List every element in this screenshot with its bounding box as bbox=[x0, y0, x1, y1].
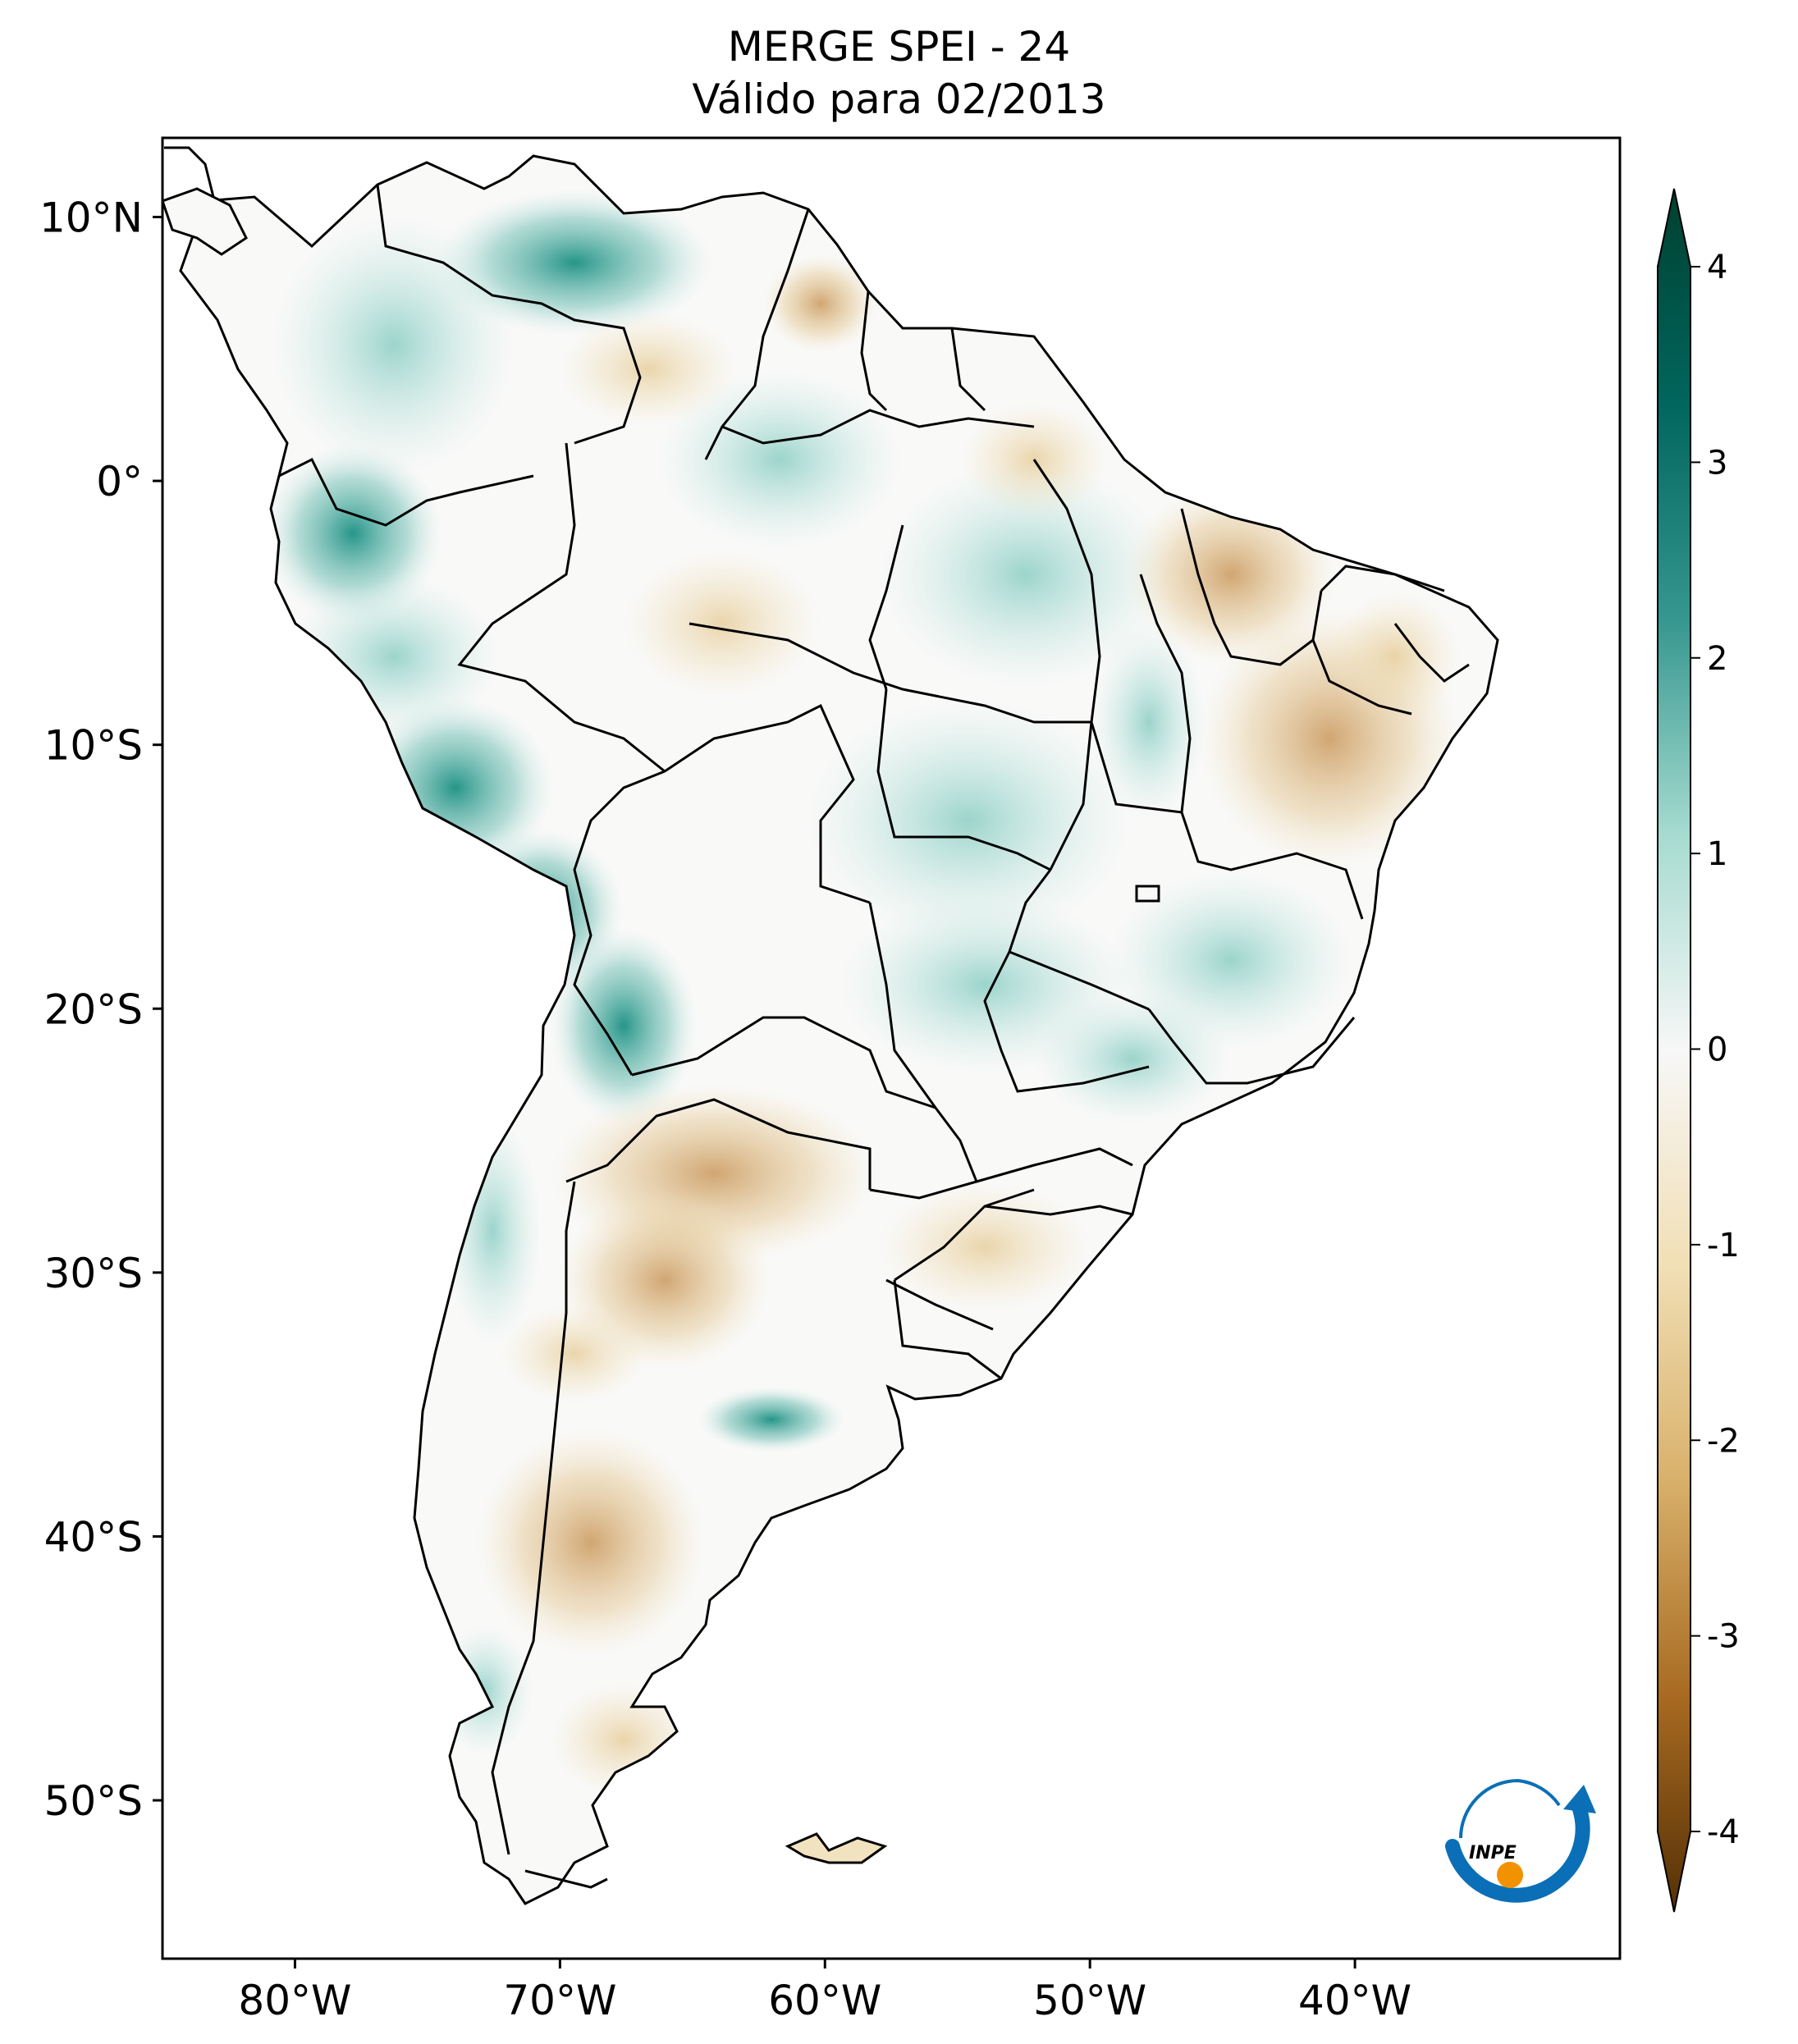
border-santa-catarina bbox=[984, 1205, 1133, 1216]
colorbar-tick-label: 3 bbox=[1707, 444, 1727, 482]
border-piaui-bahia bbox=[1311, 639, 1412, 716]
country-borders bbox=[278, 184, 1035, 1889]
border-minas-south bbox=[1147, 1008, 1356, 1085]
wet-anomaly-tocantins bbox=[1091, 624, 1206, 821]
border-goias bbox=[1008, 869, 1150, 1011]
state-borders bbox=[689, 459, 1470, 1216]
border-bahia-minas bbox=[1180, 812, 1364, 920]
wet-anomaly-para bbox=[878, 460, 1174, 689]
border-federal-district bbox=[1135, 885, 1160, 903]
lat-tick-label: 50°S bbox=[44, 1777, 143, 1825]
colorbar: 4 3 2 1 0 -1 -2 -3 -4 bbox=[1657, 188, 1740, 1913]
colorbar-tick-label: 0 bbox=[1707, 1031, 1727, 1069]
dry-anomaly-patagonia-north bbox=[476, 1428, 706, 1658]
border-amazonas-para bbox=[868, 524, 904, 690]
border-argentina-paraguay bbox=[565, 1098, 872, 1190]
map-title-line-2: Válido para 02/2013 bbox=[692, 75, 1106, 123]
border-northeast-states bbox=[1320, 565, 1445, 592]
colorbar-tick-label: 1 bbox=[1707, 835, 1727, 873]
lat-tick-label: 10°S bbox=[44, 722, 143, 770]
border-paraguay-brazil bbox=[868, 902, 979, 1200]
lat-tick-label: 0° bbox=[96, 458, 143, 505]
lon-tick-label: 40°W bbox=[1298, 1977, 1411, 2024]
border-bolivia-brazil bbox=[664, 703, 871, 904]
border-amazonas-south bbox=[689, 622, 1091, 724]
border-pe-al bbox=[1393, 623, 1470, 683]
dry-anomaly-roraima bbox=[558, 312, 739, 427]
wet-anomaly-pampas bbox=[698, 1387, 845, 1452]
border-argentina-brazil bbox=[894, 1188, 1035, 1282]
logo-thin-arc bbox=[1459, 1778, 1561, 1839]
lon-tick-label: 50°W bbox=[1033, 1977, 1146, 2024]
wet-anomaly-amazonas bbox=[657, 369, 903, 550]
border-ecuador-peru bbox=[278, 457, 534, 527]
colorbar-tick-label: -2 bbox=[1707, 1422, 1740, 1460]
latitude-axis: 10°N 0° 10°S 20°S 30°S 40°S 50°S bbox=[39, 194, 162, 1825]
border-ms-sp bbox=[983, 951, 1150, 1093]
inpe-logo: INPE bbox=[1445, 1778, 1596, 1903]
wet-anomaly-mato-grosso bbox=[804, 697, 1132, 944]
colorbar-tick-label: -3 bbox=[1707, 1618, 1740, 1656]
logo-text: INPE bbox=[1469, 1843, 1517, 1863]
colorbar-body bbox=[1657, 188, 1691, 1913]
border-tocantins-goias bbox=[1049, 721, 1093, 871]
colorbar-tick-label: -4 bbox=[1707, 1813, 1740, 1851]
wet-anomaly-sao-paulo bbox=[1034, 993, 1231, 1124]
border-uruguay bbox=[893, 1279, 1002, 1380]
border-uruguay-brazil bbox=[885, 1278, 994, 1331]
dry-anomaly-mendoza bbox=[501, 1305, 648, 1403]
map-frame bbox=[161, 136, 1622, 1960]
border-chile-argentina bbox=[491, 1181, 576, 1855]
lat-tick-label: 40°S bbox=[44, 1513, 143, 1561]
border-suriname-fguiana bbox=[950, 327, 986, 412]
dry-anomaly-rn-pb bbox=[1329, 591, 1461, 722]
logo-dot bbox=[1497, 1862, 1523, 1888]
map-axes bbox=[161, 136, 1622, 1960]
border-peru-bolivia bbox=[573, 770, 666, 1076]
map-title-line-1: MERGE SPEI - 24 bbox=[727, 23, 1071, 71]
logo-arrow-icon bbox=[1563, 1785, 1596, 1813]
lat-tick-label: 10°N bbox=[39, 194, 143, 241]
lat-tick-label: 20°S bbox=[44, 985, 143, 1033]
border-colombia-peru-brazil bbox=[457, 442, 666, 773]
wet-anomaly-bolivia-andes bbox=[550, 927, 698, 1124]
wet-anomaly-colombia bbox=[271, 213, 517, 476]
border-colombia-venezuela bbox=[376, 184, 642, 445]
colorbar-tick-label: -1 bbox=[1707, 1227, 1740, 1264]
dry-anomaly-guyana bbox=[763, 254, 878, 353]
border-guyana-suriname bbox=[860, 290, 888, 412]
colorbar-ticks: 4 3 2 1 0 -1 -2 -3 -4 bbox=[1690, 249, 1740, 1851]
lon-tick-label: 60°W bbox=[768, 1977, 881, 2024]
longitude-axis: 80°W 70°W 60°W 50°W 40°W bbox=[238, 1959, 1411, 2024]
colorbar-tick-label: 4 bbox=[1707, 249, 1727, 286]
border-bolivia-paraguay bbox=[631, 1016, 936, 1109]
lon-tick-label: 70°W bbox=[503, 1977, 616, 2024]
border-north-brazil bbox=[721, 409, 1035, 445]
panama-coast bbox=[164, 146, 215, 198]
dry-anomaly-west-amazon bbox=[624, 550, 821, 697]
border-para-east bbox=[1032, 459, 1101, 723]
spei-field bbox=[263, 189, 1461, 1797]
logo-thick-arc bbox=[1445, 1802, 1590, 1903]
border-venezuela-guyana bbox=[704, 208, 810, 460]
border-mato-grosso bbox=[876, 688, 1051, 871]
colorbar-tick-label: 2 bbox=[1707, 640, 1727, 678]
border-tierra-del-fuego bbox=[524, 1869, 608, 1889]
central-america bbox=[162, 187, 248, 256]
dry-anomaly-rio-grande bbox=[878, 1182, 1091, 1313]
lon-tick-label: 80°W bbox=[238, 1977, 351, 2024]
border-tocantins bbox=[1090, 574, 1192, 814]
border-parana bbox=[976, 1147, 1133, 1183]
lat-tick-label: 30°S bbox=[44, 1250, 143, 1297]
falkland-islands bbox=[785, 1832, 888, 1864]
